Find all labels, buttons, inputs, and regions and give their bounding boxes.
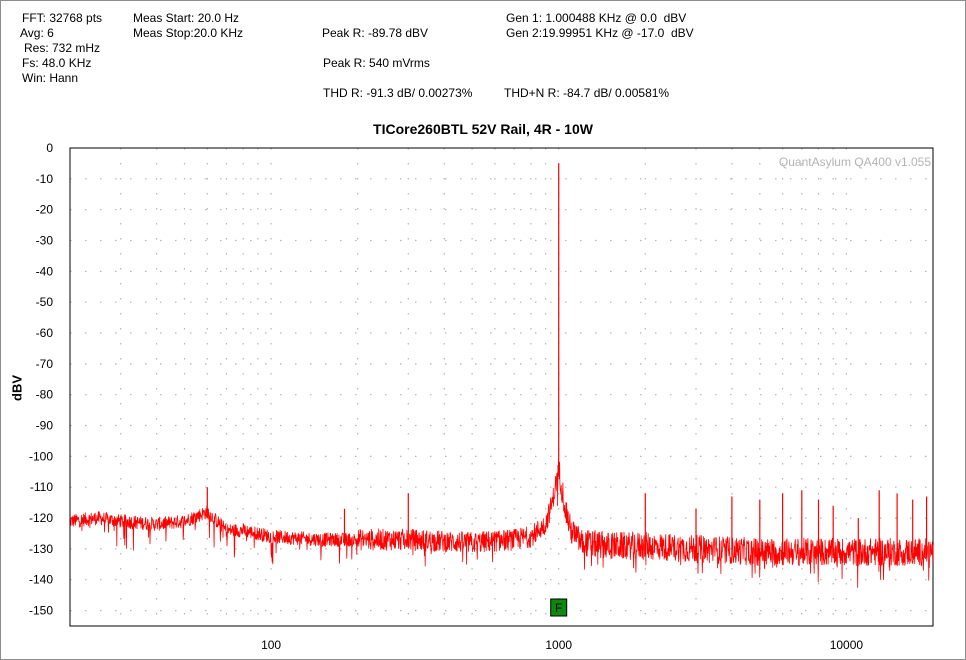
x-tick-label: 1000: [545, 638, 572, 652]
x-tick-label: 100: [261, 638, 281, 652]
y-tick-label: -70: [36, 357, 54, 371]
thd-r-label: THD R: -91.3 dB/ 0.00273%: [323, 86, 473, 100]
y-tick-label: -20: [36, 203, 54, 217]
y-tick-label: -60: [36, 326, 54, 340]
fundamental-marker-label: F: [555, 601, 562, 615]
sample-rate-label: Fs: 48.0 KHz: [22, 56, 92, 70]
y-tick-label: -140: [29, 573, 53, 587]
spectrum-noise-trace: [69, 459, 934, 588]
peak-r-mvrms-label: Peak R: 540 mVrms: [323, 56, 430, 70]
fundamental-marker: [550, 598, 568, 617]
y-tick-label: -80: [36, 388, 54, 402]
y-tick-label: -130: [29, 542, 53, 556]
meas-start-label: Meas Start: 20.0 Hz: [133, 11, 240, 25]
y-tick-label: 0: [46, 141, 53, 155]
gen2-label: Gen 2:19.99951 KHz @ -17.0 dBV: [506, 26, 694, 40]
y-tick-label: -90: [36, 419, 54, 433]
y-tick-label: -100: [29, 449, 53, 463]
plot-area-border: [69, 147, 934, 627]
y-tick-label: -50: [36, 295, 54, 309]
peak-r-dbv-label: Peak R: -89.78 dBV: [322, 26, 429, 40]
window-type-label: Win: Hann: [22, 71, 79, 85]
y-tick-label: -150: [29, 604, 53, 618]
chart-title: TICore260BTL 52V Rail, 4R - 10W: [373, 121, 593, 137]
gen1-label: Gen 1: 1.000488 KHz @ 0.0 dBV: [506, 11, 687, 25]
thdn-r-label: THD+N R: -84.7 dB/ 0.00581%: [504, 86, 670, 100]
x-tick-label: 10000: [830, 638, 864, 652]
fft-size-label: FFT: 32768 pts: [22, 11, 103, 25]
watermark: QuantAsylum QA400 v1.055: [778, 155, 931, 169]
y-tick-label: -110: [30, 480, 53, 494]
y-tick-label: -40: [36, 264, 54, 278]
meas-stop-label: Meas Stop:20.0 KHz: [133, 26, 244, 40]
y-tick-label: -30: [36, 234, 54, 248]
y-tick-label: -10: [36, 172, 54, 186]
average-count-label: Avg: 6: [20, 26, 54, 40]
y-tick-label: -120: [29, 511, 53, 525]
resolution-label: Res: 732 mHz: [24, 41, 101, 55]
